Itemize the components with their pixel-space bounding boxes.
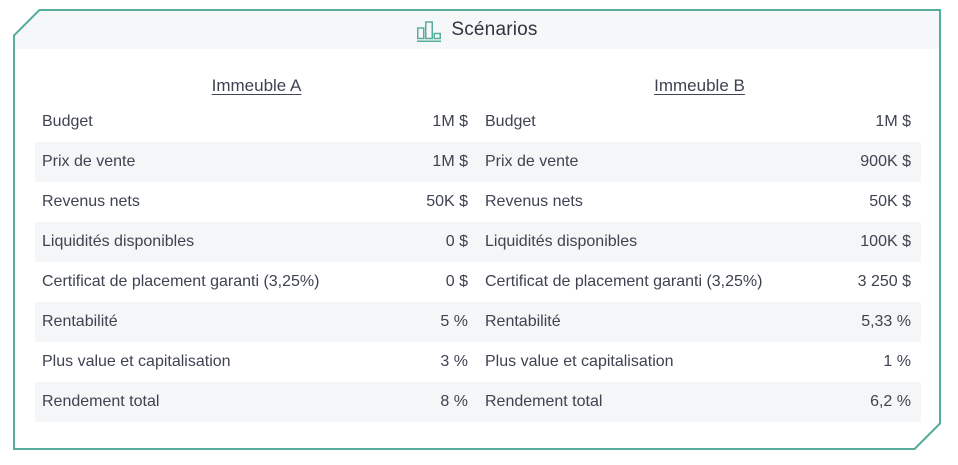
column-headers: Immeuble A Immeuble B: [35, 76, 921, 98]
table-row: Budget 1M $ Budget 1M $: [35, 102, 921, 142]
table-row: Plus value et capitalisation 3 % Plus va…: [35, 342, 921, 382]
bar-chart-icon: [416, 19, 442, 43]
row-value-a: 0 $: [445, 233, 468, 250]
table-row: Prix de vente 1M $ Prix de vente 900K $: [35, 142, 921, 182]
row-value-a: 3 %: [440, 353, 468, 370]
row-half-immeuble-a: Liquidités disponibles 0 $: [35, 222, 478, 262]
row-half-immeuble-b: Prix de vente 900K $: [478, 142, 921, 182]
row-value-b: 1M $: [875, 113, 911, 130]
row-value-b: 6,2 %: [870, 393, 911, 410]
row-half-immeuble-b: Certificat de placement garanti (3,25%) …: [478, 262, 921, 302]
row-label-a: Certificat de placement garanti (3,25%): [42, 273, 320, 290]
row-value-a: 1M $: [432, 153, 468, 170]
row-label-b: Prix de vente: [485, 153, 579, 170]
row-label-a: Plus value et capitalisation: [42, 353, 231, 370]
scenario-rows: Budget 1M $ Budget 1M $ Prix de vente 1M…: [35, 102, 921, 422]
row-value-a: 1M $: [432, 113, 468, 130]
row-half-immeuble-a: Rentabilité 5 %: [35, 302, 478, 342]
column-header-immeuble-a: Immeuble A: [35, 76, 478, 98]
row-half-immeuble-a: Prix de vente 1M $: [35, 142, 478, 182]
card-body: Immeuble A Immeuble B Budget 1M $ Budget…: [15, 76, 939, 422]
row-value-b: 5,33 %: [861, 313, 911, 330]
row-value-b: 1 %: [883, 353, 911, 370]
scenarios-card-inner: Scénarios Immeuble A Immeuble B Budget 1…: [15, 11, 939, 448]
row-label-a: Liquidités disponibles: [42, 233, 195, 250]
row-label-b: Revenus nets: [485, 193, 583, 210]
row-value-a: 50K $: [426, 193, 468, 210]
row-label-b: Rentabilité: [485, 313, 561, 330]
row-half-immeuble-a: Plus value et capitalisation 3 %: [35, 342, 478, 382]
row-label-a: Budget: [42, 113, 93, 130]
row-half-immeuble-a: Rendement total 8 %: [35, 382, 478, 422]
row-label-a: Rendement total: [42, 393, 160, 410]
row-label-b: Liquidités disponibles: [485, 233, 638, 250]
table-row: Revenus nets 50K $ Revenus nets 50K $: [35, 182, 921, 222]
table-row: Rendement total 8 % Rendement total 6,2 …: [35, 382, 921, 422]
row-value-b: 3 250 $: [857, 273, 911, 290]
row-label-b: Plus value et capitalisation: [485, 353, 674, 370]
row-label-b: Rendement total: [485, 393, 603, 410]
row-value-b: 900K $: [860, 153, 911, 170]
row-half-immeuble-b: Rentabilité 5,33 %: [478, 302, 921, 342]
row-half-immeuble-a: Certificat de placement garanti (3,25%) …: [35, 262, 478, 302]
row-value-a: 5 %: [440, 313, 468, 330]
row-label-b: Budget: [485, 113, 536, 130]
row-value-b: 100K $: [860, 233, 911, 250]
table-row: Certificat de placement garanti (3,25%) …: [35, 262, 921, 302]
row-value-a: 0 $: [445, 273, 468, 290]
column-header-immeuble-b: Immeuble B: [478, 76, 921, 98]
card-header: Scénarios: [15, 11, 939, 49]
row-value-b: 50K $: [869, 193, 911, 210]
row-half-immeuble-b: Budget 1M $: [478, 102, 921, 142]
column-header-immeuble-a-label: Immeuble A: [211, 76, 302, 95]
column-header-immeuble-b-label: Immeuble B: [654, 76, 745, 95]
row-half-immeuble-a: Budget 1M $: [35, 102, 478, 142]
table-row: Liquidités disponibles 0 $ Liquidités di…: [35, 222, 921, 262]
row-half-immeuble-b: Liquidités disponibles 100K $: [478, 222, 921, 262]
row-half-immeuble-b: Rendement total 6,2 %: [478, 382, 921, 422]
scenarios-card: Scénarios Immeuble A Immeuble B Budget 1…: [13, 9, 941, 450]
row-half-immeuble-b: Plus value et capitalisation 1 %: [478, 342, 921, 382]
card-title: Scénarios: [451, 19, 538, 40]
row-value-a: 8 %: [440, 393, 468, 410]
row-half-immeuble-b: Revenus nets 50K $: [478, 182, 921, 222]
table-row: Rentabilité 5 % Rentabilité 5,33 %: [35, 302, 921, 342]
row-label-a: Revenus nets: [42, 193, 140, 210]
row-label-b: Certificat de placement garanti (3,25%): [485, 273, 763, 290]
row-label-a: Rentabilité: [42, 313, 118, 330]
row-half-immeuble-a: Revenus nets 50K $: [35, 182, 478, 222]
row-label-a: Prix de vente: [42, 153, 136, 170]
